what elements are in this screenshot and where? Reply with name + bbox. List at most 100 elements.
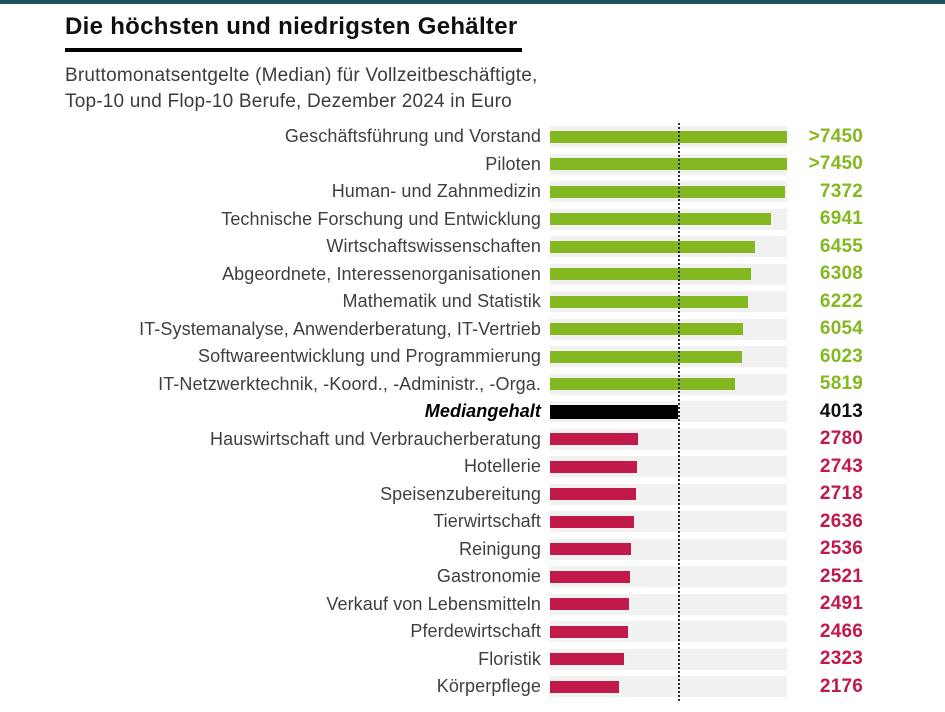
row-value: 2466 <box>819 620 863 642</box>
chart-row: Hauswirtschaft und Verbraucherberatung 27… <box>65 426 863 454</box>
chart-row: Technische Forschung und Entwicklung 6941 <box>65 206 863 234</box>
row-value: 6941 <box>819 208 863 230</box>
top-bar <box>550 240 756 253</box>
bar-track <box>550 456 787 478</box>
row-label: Human- und Zahnmedizin <box>331 181 541 202</box>
bar-track <box>550 291 787 313</box>
bar-track <box>550 676 787 698</box>
row-label: Technische Forschung und Entwicklung <box>221 208 541 229</box>
top-bar <box>550 295 748 308</box>
chart-row: Mathematik und Statistik 6222 <box>65 288 863 316</box>
bar-chart: Geschäftsführung und Vorstand >7450 Pilote… <box>65 123 863 701</box>
chart-row: Reinigung 2536 <box>65 536 863 564</box>
row-value: 5819 <box>819 373 863 395</box>
row-value: 2491 <box>819 593 863 615</box>
bar-track <box>550 126 787 148</box>
row-value: 2323 <box>819 648 863 670</box>
chart-row: Verkauf von Lebensmitteln 2491 <box>65 591 863 619</box>
flop-bar <box>550 570 631 583</box>
bar-track <box>550 263 787 285</box>
row-value: 6455 <box>819 235 863 257</box>
row-label: Piloten <box>485 153 541 174</box>
chart-row: Wirtschaftswissenschaften 6455 <box>65 233 863 261</box>
row-label: Hotellerie <box>463 456 541 477</box>
bar-track <box>550 648 787 670</box>
row-value: >7450 <box>808 125 863 147</box>
chart-row: IT-Netzwerktechnik, -Koord., -Administr.… <box>65 371 863 399</box>
row-label: Abgeordnete, Interessenorganisationen <box>222 263 541 284</box>
row-label: Gastronomie <box>436 566 541 587</box>
row-label: Geschäftsführung und Vorstand <box>284 126 541 147</box>
bar-track <box>550 621 787 643</box>
row-value: 2718 <box>819 483 863 505</box>
top-bar <box>550 350 742 363</box>
row-label: Tierwirtschaft <box>433 511 541 532</box>
flop-bar <box>550 433 639 446</box>
row-label: Softwareentwicklung und Programmierung <box>198 346 541 367</box>
top-accent-border <box>0 0 945 4</box>
row-label: Verkauf von Lebensmitteln <box>326 593 541 614</box>
bar-track <box>550 566 787 588</box>
flop-bar <box>550 460 638 473</box>
top-bar <box>550 130 787 143</box>
bar-track <box>550 208 787 230</box>
page-title: Die höchsten und niedrigsten Gehälter <box>65 13 522 52</box>
flop-bar <box>550 543 631 556</box>
chart-row: Abgeordnete, Interessenorganisationen 630… <box>65 261 863 289</box>
row-value: >7450 <box>808 153 863 175</box>
chart-card: Die höchsten und niedrigsten Gehälter Br… <box>0 4 945 701</box>
row-label: IT-Netzwerktechnik, -Koord., -Administr.… <box>158 373 541 394</box>
bar-track <box>550 483 787 505</box>
chart-row: Speisenzubereitung 2718 <box>65 481 863 509</box>
row-label: Mediangehalt <box>424 401 541 422</box>
subtitle-line-1: Bruttomonatsentgelte (Median) für Vollze… <box>65 65 538 86</box>
row-label: Pferdewirtschaft <box>410 621 541 642</box>
chart-subtitle: Bruttomonatsentgelte (Median) für Vollze… <box>65 63 945 115</box>
median-reference-line <box>677 123 680 701</box>
row-label: Reinigung <box>459 538 541 559</box>
row-value: 6222 <box>819 290 863 312</box>
row-value: 2536 <box>819 538 863 560</box>
row-label: Hauswirtschaft und Verbraucherberatung <box>210 428 541 449</box>
bar-track <box>550 318 787 340</box>
row-label: Speisenzubereitung <box>380 483 541 504</box>
bar-track <box>550 236 787 258</box>
row-value: 2636 <box>819 510 863 532</box>
top-bar <box>550 158 787 171</box>
row-label: IT-Systemanalyse, Anwenderberatung, IT-V… <box>139 318 541 339</box>
row-value: 2176 <box>819 675 863 697</box>
row-value: 2780 <box>819 428 863 450</box>
row-value: 6023 <box>819 345 863 367</box>
row-label: Körperpflege <box>436 676 541 697</box>
chart-row: Geschäftsführung und Vorstand >7450 <box>65 123 863 151</box>
top-bar <box>550 213 771 226</box>
chart-row: Softwareentwicklung und Programmierung 60… <box>65 343 863 371</box>
bar-track <box>550 401 787 423</box>
row-value: 7372 <box>819 180 863 202</box>
bar-track <box>550 428 787 450</box>
chart-rows: Geschäftsführung und Vorstand >7450 Pilote… <box>65 123 863 701</box>
chart-row: Floristik 2323 <box>65 646 863 674</box>
chart-row: Gastronomie 2521 <box>65 563 863 591</box>
row-value: 6308 <box>819 263 863 285</box>
median-bar <box>550 404 678 419</box>
flop-bar <box>550 680 620 693</box>
row-value: 4013 <box>819 400 863 422</box>
flop-bar <box>550 653 624 666</box>
chart-row: Körperpflege 2176 <box>65 673 863 701</box>
bar-track <box>550 346 787 368</box>
bar-track <box>550 153 787 175</box>
row-value: 6054 <box>819 318 863 340</box>
flop-bar <box>550 625 629 638</box>
top-bar <box>550 323 743 336</box>
row-label: Wirtschaftswissenschaften <box>326 236 541 257</box>
chart-row: Pferdewirtschaft 2466 <box>65 618 863 646</box>
chart-row: Human- und Zahnmedizin 7372 <box>65 178 863 206</box>
bar-track <box>550 181 787 203</box>
bar-track <box>550 538 787 560</box>
chart-row: Piloten >7450 <box>65 151 863 179</box>
flop-bar <box>550 515 634 528</box>
subtitle-line-2: Top-10 und Flop-10 Berufe, Dezember 2024… <box>65 91 512 112</box>
chart-row: Hotellerie 2743 <box>65 453 863 481</box>
bar-track <box>550 373 787 395</box>
